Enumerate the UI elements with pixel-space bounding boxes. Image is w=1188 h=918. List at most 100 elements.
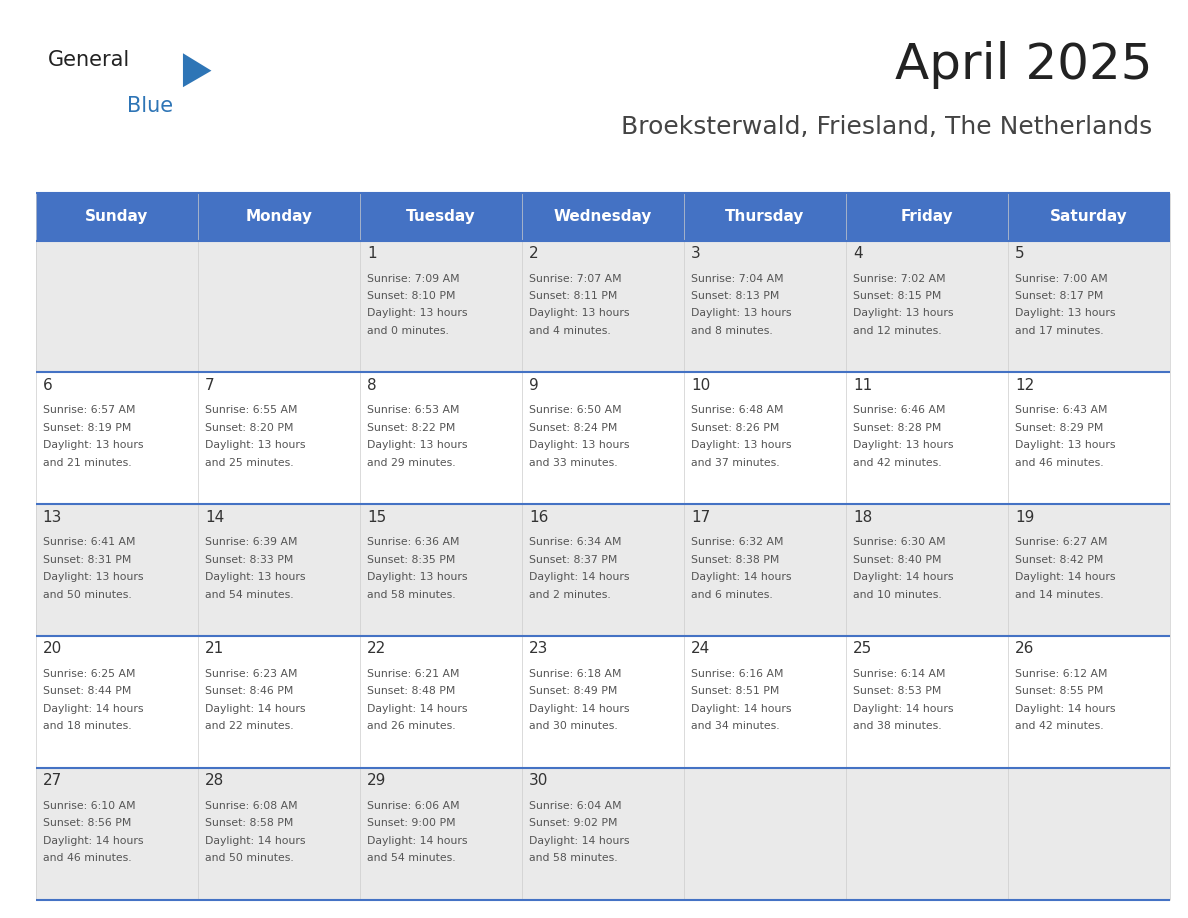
Text: and 8 minutes.: and 8 minutes. <box>691 326 773 336</box>
Text: Daylight: 14 hours: Daylight: 14 hours <box>367 704 467 714</box>
Text: 23: 23 <box>529 642 549 656</box>
Text: 28: 28 <box>204 773 225 789</box>
Bar <box>197 193 360 241</box>
Text: Daylight: 13 hours: Daylight: 13 hours <box>853 308 954 319</box>
Bar <box>36 767 1170 900</box>
Text: 30: 30 <box>529 773 549 789</box>
Text: 27: 27 <box>43 773 62 789</box>
Text: 12: 12 <box>1016 378 1035 393</box>
Text: 6: 6 <box>43 378 52 393</box>
Text: Daylight: 13 hours: Daylight: 13 hours <box>529 441 630 450</box>
Text: Daylight: 14 hours: Daylight: 14 hours <box>204 704 305 714</box>
Text: Sunset: 8:11 PM: Sunset: 8:11 PM <box>529 291 618 301</box>
Text: Sunset: 8:24 PM: Sunset: 8:24 PM <box>529 423 618 432</box>
Text: Sunrise: 6:32 AM: Sunrise: 6:32 AM <box>691 537 784 547</box>
Text: Sunrise: 6:57 AM: Sunrise: 6:57 AM <box>43 406 135 415</box>
Text: and 29 minutes.: and 29 minutes. <box>367 458 455 467</box>
Text: Wednesday: Wednesday <box>554 209 652 224</box>
Text: Sunset: 9:00 PM: Sunset: 9:00 PM <box>367 818 455 828</box>
Text: Sunset: 8:37 PM: Sunset: 8:37 PM <box>529 554 618 565</box>
Text: Monday: Monday <box>245 209 312 224</box>
Text: and 38 minutes.: and 38 minutes. <box>853 722 942 732</box>
Text: Daylight: 14 hours: Daylight: 14 hours <box>43 704 144 714</box>
Text: Sunrise: 6:50 AM: Sunrise: 6:50 AM <box>529 406 621 415</box>
Text: Daylight: 14 hours: Daylight: 14 hours <box>529 572 630 582</box>
Text: Sunrise: 6:46 AM: Sunrise: 6:46 AM <box>853 406 946 415</box>
Text: Sunset: 8:58 PM: Sunset: 8:58 PM <box>204 818 293 828</box>
Text: 21: 21 <box>204 642 225 656</box>
Text: Daylight: 14 hours: Daylight: 14 hours <box>853 704 954 714</box>
Text: Sunrise: 6:25 AM: Sunrise: 6:25 AM <box>43 669 135 679</box>
Text: Sunrise: 6:10 AM: Sunrise: 6:10 AM <box>43 800 135 811</box>
Text: and 42 minutes.: and 42 minutes. <box>1016 722 1104 732</box>
Bar <box>36 241 1170 373</box>
Text: April 2025: April 2025 <box>895 41 1152 89</box>
Text: and 54 minutes.: and 54 minutes. <box>367 853 455 863</box>
Text: 16: 16 <box>529 509 549 525</box>
Text: and 21 minutes.: and 21 minutes. <box>43 458 132 467</box>
Text: Sunset: 8:33 PM: Sunset: 8:33 PM <box>204 554 293 565</box>
Text: and 14 minutes.: and 14 minutes. <box>1016 589 1104 599</box>
Text: and 58 minutes.: and 58 minutes. <box>367 589 455 599</box>
Text: and 17 minutes.: and 17 minutes. <box>1016 326 1104 336</box>
Text: and 12 minutes.: and 12 minutes. <box>853 326 942 336</box>
Text: Daylight: 13 hours: Daylight: 13 hours <box>43 441 144 450</box>
Text: Saturday: Saturday <box>1050 209 1129 224</box>
Text: and 2 minutes.: and 2 minutes. <box>529 589 611 599</box>
Text: Sunrise: 6:04 AM: Sunrise: 6:04 AM <box>529 800 621 811</box>
Text: and 30 minutes.: and 30 minutes. <box>529 722 618 732</box>
Text: Sunrise: 7:04 AM: Sunrise: 7:04 AM <box>691 274 784 284</box>
Text: and 58 minutes.: and 58 minutes. <box>529 853 618 863</box>
Text: Daylight: 14 hours: Daylight: 14 hours <box>367 835 467 845</box>
Text: Blue: Blue <box>127 96 173 117</box>
Bar <box>36 504 1170 636</box>
Text: and 4 minutes.: and 4 minutes. <box>529 326 611 336</box>
Text: Sunset: 8:35 PM: Sunset: 8:35 PM <box>367 554 455 565</box>
Text: 9: 9 <box>529 378 538 393</box>
Text: Daylight: 13 hours: Daylight: 13 hours <box>367 572 467 582</box>
Text: Sunrise: 6:53 AM: Sunrise: 6:53 AM <box>367 406 460 415</box>
Bar <box>522 193 684 241</box>
Bar <box>846 193 1009 241</box>
Text: Daylight: 14 hours: Daylight: 14 hours <box>853 572 954 582</box>
Text: Daylight: 14 hours: Daylight: 14 hours <box>529 704 630 714</box>
Text: Sunset: 8:26 PM: Sunset: 8:26 PM <box>691 423 779 432</box>
Bar <box>1009 193 1170 241</box>
Text: Sunrise: 6:27 AM: Sunrise: 6:27 AM <box>1016 537 1107 547</box>
Text: and 33 minutes.: and 33 minutes. <box>529 458 618 467</box>
Text: Sunrise: 6:39 AM: Sunrise: 6:39 AM <box>204 537 297 547</box>
Text: Broeksterwald, Friesland, The Netherlands: Broeksterwald, Friesland, The Netherland… <box>621 115 1152 139</box>
Text: and 37 minutes.: and 37 minutes. <box>691 458 779 467</box>
Text: Sunset: 8:51 PM: Sunset: 8:51 PM <box>691 687 779 697</box>
Text: Sunset: 8:17 PM: Sunset: 8:17 PM <box>1016 291 1104 301</box>
Text: Sunset: 8:56 PM: Sunset: 8:56 PM <box>43 818 131 828</box>
Text: Sunrise: 6:08 AM: Sunrise: 6:08 AM <box>204 800 297 811</box>
Text: and 25 minutes.: and 25 minutes. <box>204 458 293 467</box>
Text: 2: 2 <box>529 246 538 261</box>
Text: Daylight: 13 hours: Daylight: 13 hours <box>691 441 791 450</box>
Text: Daylight: 13 hours: Daylight: 13 hours <box>367 308 467 319</box>
Text: Sunset: 9:02 PM: Sunset: 9:02 PM <box>529 818 618 828</box>
Text: Daylight: 14 hours: Daylight: 14 hours <box>1016 572 1116 582</box>
Text: 11: 11 <box>853 378 872 393</box>
Text: 10: 10 <box>691 378 710 393</box>
Text: Sunset: 8:53 PM: Sunset: 8:53 PM <box>853 687 942 697</box>
Text: Sunrise: 6:48 AM: Sunrise: 6:48 AM <box>691 406 784 415</box>
Text: Sunrise: 7:00 AM: Sunrise: 7:00 AM <box>1016 274 1108 284</box>
Text: Daylight: 13 hours: Daylight: 13 hours <box>853 441 954 450</box>
Text: Sunset: 8:42 PM: Sunset: 8:42 PM <box>1016 554 1104 565</box>
Text: Daylight: 14 hours: Daylight: 14 hours <box>691 704 791 714</box>
Text: Sunset: 8:13 PM: Sunset: 8:13 PM <box>691 291 779 301</box>
Text: Sunrise: 6:34 AM: Sunrise: 6:34 AM <box>529 537 621 547</box>
Text: Sunset: 8:38 PM: Sunset: 8:38 PM <box>691 554 779 565</box>
Text: General: General <box>48 50 129 71</box>
Text: Sunrise: 6:30 AM: Sunrise: 6:30 AM <box>853 537 946 547</box>
Text: Sunset: 8:29 PM: Sunset: 8:29 PM <box>1016 423 1104 432</box>
Text: Sunrise: 6:36 AM: Sunrise: 6:36 AM <box>367 537 460 547</box>
Text: and 50 minutes.: and 50 minutes. <box>43 589 132 599</box>
Text: Sunset: 8:28 PM: Sunset: 8:28 PM <box>853 423 942 432</box>
Text: Tuesday: Tuesday <box>406 209 475 224</box>
Text: Daylight: 14 hours: Daylight: 14 hours <box>529 835 630 845</box>
Text: 26: 26 <box>1016 642 1035 656</box>
Text: 13: 13 <box>43 509 62 525</box>
